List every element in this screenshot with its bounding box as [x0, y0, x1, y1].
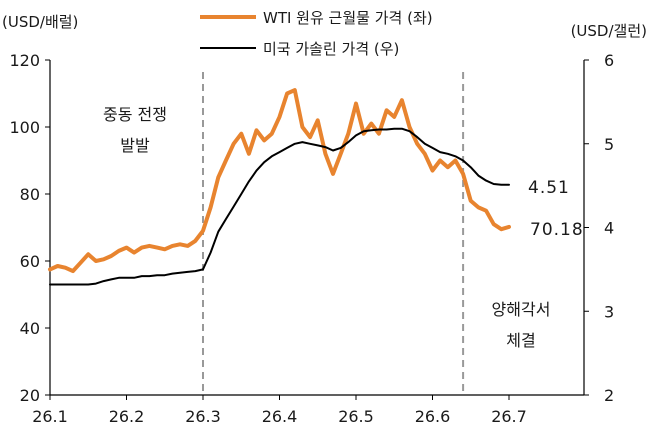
annotation-1-line-2: 발발 — [120, 136, 150, 155]
legend-label-2: 미국 가솔린 가격 (우) — [263, 40, 399, 58]
legend-label-1: WTI 원유 근월물 가격 (좌) — [263, 9, 433, 27]
y-left-tick-label: 120 — [9, 51, 40, 70]
y-left-unit: (USD/배럴) — [2, 13, 78, 31]
y-left-tick-label: 60 — [20, 252, 40, 271]
x-tick-label: 26.6 — [415, 407, 451, 426]
annotation-2-line-2: 체결 — [506, 331, 535, 350]
y-right-tick-label: 4 — [604, 219, 614, 238]
y-right-unit: (USD/갤런) — [571, 22, 647, 40]
x-tick-label: 26.5 — [338, 407, 374, 426]
y-left-tick-label: 20 — [20, 386, 40, 405]
y-left-tick-label: 100 — [9, 118, 40, 137]
x-tick-label: 26.4 — [262, 407, 298, 426]
x-tick-label: 26.1 — [32, 407, 68, 426]
wti-price-line — [48, 88, 511, 274]
annotation-2-line-1: 양해각서 — [492, 300, 551, 319]
x-tick-label: 26.3 — [185, 407, 221, 426]
y-right-tick-label: 6 — [604, 51, 614, 70]
y-left-tick-label: 80 — [20, 185, 40, 204]
y-right-tick-label: 5 — [604, 135, 614, 154]
x-tick-label: 26.7 — [491, 407, 527, 426]
end-value-label-2: 70.18 — [530, 220, 584, 240]
gasoline-price-line — [49, 127, 510, 286]
y-right-tick-label: 2 — [604, 386, 614, 405]
x-tick-label: 26.2 — [109, 407, 145, 426]
y-left-tick-label: 40 — [20, 319, 40, 338]
y-right-tick-label: 3 — [604, 302, 614, 321]
end-value-label-1: 4.51 — [528, 178, 570, 198]
annotation-1-line-1: 중동 전쟁 — [103, 105, 167, 124]
